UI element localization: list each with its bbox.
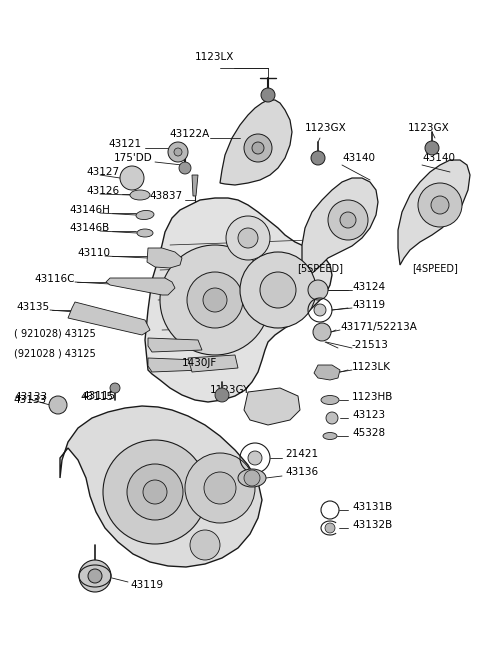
Text: 43115: 43115 — [80, 392, 113, 402]
Text: 43146H: 43146H — [69, 205, 110, 215]
Circle shape — [226, 216, 270, 260]
Circle shape — [103, 440, 207, 544]
Circle shape — [88, 569, 102, 583]
Text: 1123GY: 1123GY — [210, 385, 251, 395]
Circle shape — [49, 396, 67, 414]
Circle shape — [185, 453, 255, 523]
Polygon shape — [220, 100, 292, 185]
Circle shape — [110, 383, 120, 393]
Polygon shape — [106, 278, 175, 295]
Polygon shape — [148, 358, 202, 372]
Polygon shape — [147, 248, 182, 268]
Circle shape — [79, 560, 111, 592]
Polygon shape — [314, 365, 340, 380]
Circle shape — [174, 148, 182, 156]
Polygon shape — [244, 388, 300, 425]
Circle shape — [179, 162, 191, 174]
Text: 43140: 43140 — [422, 153, 455, 163]
Text: 43140: 43140 — [342, 153, 375, 163]
Text: 43132B: 43132B — [352, 520, 392, 530]
Text: 21421: 21421 — [285, 449, 318, 459]
Circle shape — [203, 288, 227, 312]
Polygon shape — [302, 178, 378, 280]
Text: 1123HB: 1123HB — [352, 392, 394, 402]
Circle shape — [326, 412, 338, 424]
Polygon shape — [145, 198, 332, 402]
Polygon shape — [192, 175, 198, 196]
Circle shape — [215, 388, 229, 402]
Circle shape — [260, 272, 296, 308]
Text: 43136: 43136 — [285, 467, 318, 477]
Text: 43133: 43133 — [14, 392, 47, 402]
Circle shape — [252, 142, 264, 154]
Text: 43131B: 43131B — [352, 502, 392, 512]
Text: 43116C: 43116C — [35, 274, 75, 284]
Text: 43119: 43119 — [352, 300, 385, 310]
Circle shape — [248, 451, 262, 465]
Ellipse shape — [323, 432, 337, 440]
Text: 43121: 43121 — [109, 139, 142, 149]
Text: 43123: 43123 — [352, 410, 385, 420]
Text: 43124: 43124 — [352, 282, 385, 292]
Polygon shape — [68, 302, 150, 335]
Text: 43122A: 43122A — [170, 129, 210, 139]
Text: 43135: 43135 — [17, 302, 50, 312]
Polygon shape — [398, 160, 470, 265]
Text: 43119: 43119 — [130, 580, 163, 590]
Ellipse shape — [321, 396, 339, 405]
Circle shape — [308, 280, 328, 300]
Polygon shape — [188, 355, 238, 372]
Ellipse shape — [136, 210, 154, 219]
Text: 43127: 43127 — [87, 167, 120, 177]
Text: 1123GX: 1123GX — [305, 123, 347, 133]
Circle shape — [160, 245, 270, 355]
Circle shape — [143, 480, 167, 504]
Text: [5SPEED]: [5SPEED] — [297, 263, 343, 273]
Text: 43115: 43115 — [82, 391, 115, 401]
Text: -21513: -21513 — [352, 340, 389, 350]
Ellipse shape — [238, 469, 266, 487]
Text: 1430JF: 1430JF — [182, 358, 217, 368]
Circle shape — [240, 252, 316, 328]
Circle shape — [204, 472, 236, 504]
Circle shape — [418, 183, 462, 227]
Text: 45328: 45328 — [352, 428, 385, 438]
Text: 43171/52213A: 43171/52213A — [340, 322, 417, 332]
Ellipse shape — [137, 229, 153, 237]
Circle shape — [340, 212, 356, 228]
Text: 43146B: 43146B — [70, 223, 110, 233]
Circle shape — [238, 228, 258, 248]
Circle shape — [425, 141, 439, 155]
Circle shape — [431, 196, 449, 214]
Text: 175'DD: 175'DD — [114, 153, 153, 163]
Circle shape — [244, 134, 272, 162]
Text: 43837: 43837 — [150, 191, 183, 201]
Circle shape — [120, 166, 144, 190]
Text: [4SPEED]: [4SPEED] — [412, 263, 458, 273]
Text: 1123LX: 1123LX — [194, 52, 234, 62]
Text: 43126: 43126 — [87, 186, 120, 196]
Circle shape — [311, 151, 325, 165]
Circle shape — [127, 464, 183, 520]
Text: 1123LK: 1123LK — [352, 362, 391, 372]
Circle shape — [328, 200, 368, 240]
Circle shape — [168, 142, 188, 162]
Text: 43110: 43110 — [77, 248, 110, 258]
Circle shape — [261, 88, 275, 102]
Text: 1123GX: 1123GX — [408, 123, 450, 133]
Text: ( 921028) 43125: ( 921028) 43125 — [14, 328, 96, 338]
Circle shape — [314, 304, 326, 316]
Circle shape — [325, 523, 335, 533]
Circle shape — [244, 470, 260, 486]
Circle shape — [190, 530, 220, 560]
Circle shape — [313, 323, 331, 341]
Polygon shape — [148, 338, 202, 352]
Text: (921028 ) 43125: (921028 ) 43125 — [14, 348, 96, 358]
Ellipse shape — [130, 190, 150, 200]
Text: 43133: 43133 — [14, 395, 47, 405]
Circle shape — [187, 272, 243, 328]
Polygon shape — [60, 406, 262, 567]
